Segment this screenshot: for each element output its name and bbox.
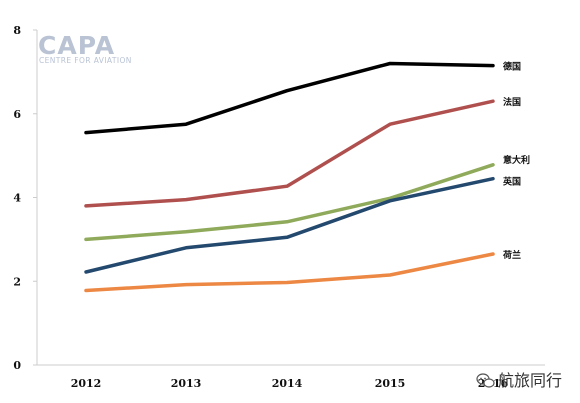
series-label: 英国 <box>502 176 521 188</box>
series-label: 荷兰 <box>502 249 521 261</box>
watermark-text: 航旅同行 <box>498 371 562 390</box>
x-tick-group: 20122013201420152016 <box>71 377 509 390</box>
series-line <box>84 61 495 135</box>
wechat-icon <box>476 373 495 388</box>
y-tick-label: 0 <box>13 359 21 372</box>
logo-text: CAPA <box>38 31 115 60</box>
x-tick-label: 2012 <box>71 377 102 390</box>
x-tick-label: 2015 <box>375 377 406 390</box>
series-line <box>84 252 495 293</box>
capa-logo: CAPA CENTRE FOR AVIATION <box>38 31 132 65</box>
axes <box>36 30 545 366</box>
series-label: 意大利 <box>503 154 530 166</box>
logo-subtext: CENTRE FOR AVIATION <box>39 56 132 65</box>
y-tick-label: 2 <box>13 275 21 288</box>
y-tick-group: 0 2 4 6 8 <box>13 24 37 372</box>
series-group <box>84 61 495 293</box>
x-tick-label: 2014 <box>272 377 303 390</box>
x-tick-label: 2013 <box>171 377 202 390</box>
series-label: 德国 <box>503 61 521 73</box>
series-line <box>84 163 495 242</box>
y-tick-label: 6 <box>13 108 21 121</box>
series-label: 法国 <box>503 96 521 108</box>
watermark: 航旅同行 <box>476 371 562 390</box>
y-tick-label: 4 <box>13 192 21 205</box>
series-line <box>84 176 495 274</box>
y-tick-label: 8 <box>13 24 21 37</box>
